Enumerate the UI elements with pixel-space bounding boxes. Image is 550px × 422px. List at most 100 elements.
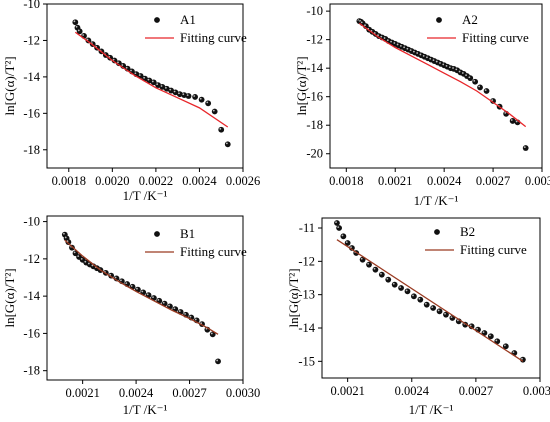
data-point-highlight bbox=[136, 287, 138, 290]
data-point-highlight bbox=[194, 318, 197, 321]
legend-label-data: A2 bbox=[462, 12, 478, 27]
x-tick-label: 0.0027 bbox=[459, 384, 493, 398]
x-tick-label: 0.0020 bbox=[95, 174, 129, 188]
x-tick-label: 0.0021 bbox=[378, 174, 412, 188]
data-point-highlight bbox=[432, 59, 435, 62]
panel-a2: 0.0018 0.0021 0.0024 0.0027 0.0030 -20 -18 -16 -… bbox=[294, 3, 550, 208]
data-point-highlight bbox=[412, 294, 414, 297]
x-tick-label: 0.0024 bbox=[427, 174, 462, 188]
data-point-highlight bbox=[392, 282, 395, 285]
panel-b1: 0.0021 0.0024 0.0027 0.0030 -18 -16 -14 -12 -10 1… bbox=[2, 215, 260, 417]
data-point-highlight bbox=[75, 25, 78, 28]
data-point-highlight bbox=[178, 310, 181, 312]
data-point bbox=[205, 100, 212, 107]
x-tick-label: 0.0027 bbox=[476, 174, 510, 188]
data-point-highlight bbox=[151, 80, 154, 83]
plot-frame bbox=[321, 217, 541, 379]
data-point bbox=[522, 145, 529, 151]
data-point bbox=[404, 288, 411, 295]
y-tick-label: -18 bbox=[23, 143, 40, 157]
y-tick-label: -15 bbox=[298, 354, 315, 368]
data-point-highlight bbox=[426, 56, 428, 59]
data-point-highlight bbox=[515, 120, 518, 123]
plot-frame bbox=[329, 3, 543, 169]
data-point-highlight bbox=[138, 74, 141, 76]
legend: A2 Fitting curve bbox=[427, 12, 529, 45]
data-point-highlight bbox=[73, 251, 76, 254]
data-point-highlight bbox=[456, 319, 459, 322]
y-tick-label: -18 bbox=[306, 118, 323, 132]
y-tick-label: -11 bbox=[299, 221, 315, 235]
data-point bbox=[192, 94, 198, 100]
data-point-highlight bbox=[182, 93, 185, 96]
data-point-highlight bbox=[112, 58, 115, 61]
data-point-highlight bbox=[435, 60, 438, 63]
y-axis-label: ln[G(α)/T²] bbox=[286, 268, 301, 327]
data-point-highlight bbox=[146, 293, 149, 296]
data-point-highlight bbox=[386, 277, 389, 280]
data-point-highlight bbox=[80, 258, 83, 260]
data-point bbox=[211, 108, 218, 115]
y-tick-label: -14 bbox=[23, 289, 40, 303]
data-point bbox=[411, 293, 417, 300]
data-point-highlight bbox=[469, 324, 472, 327]
y-axis-label: ln[G(α)/T²] bbox=[294, 56, 309, 115]
data-point bbox=[423, 301, 430, 308]
data-point-highlight bbox=[164, 86, 167, 89]
data-point-highlight bbox=[419, 53, 422, 56]
legend-marker bbox=[154, 231, 160, 237]
legend-label-fit: Fitting curve bbox=[462, 30, 529, 45]
data-point bbox=[215, 358, 221, 365]
data-point-highlight bbox=[429, 57, 432, 60]
data-point-highlight bbox=[120, 279, 122, 282]
y-tick-label: -14 bbox=[298, 321, 315, 335]
data-point bbox=[198, 96, 205, 103]
data-point-highlight bbox=[77, 255, 80, 257]
x-tick-label: 0.0030 bbox=[525, 174, 550, 188]
data-point-highlight bbox=[452, 67, 454, 69]
x-tick-label: 0.0030 bbox=[523, 384, 550, 398]
y-tick-label: -16 bbox=[23, 106, 40, 120]
data-point bbox=[72, 19, 79, 26]
y-tick-label: -14 bbox=[23, 70, 40, 84]
data-point-highlight bbox=[399, 44, 402, 47]
data-point-highlight bbox=[437, 309, 440, 312]
data-point-highlight bbox=[84, 260, 87, 263]
y-tick-label: -18 bbox=[23, 364, 40, 378]
data-point-highlight bbox=[442, 63, 445, 66]
legend: A1 Fitting curve bbox=[145, 12, 247, 45]
data-point-highlight bbox=[114, 276, 117, 279]
data-point bbox=[477, 84, 483, 91]
data-point-highlight bbox=[396, 43, 399, 46]
data-point-highlight bbox=[143, 76, 146, 79]
y-tick-label: -12 bbox=[23, 252, 40, 266]
x-tick-label: 0.0021 bbox=[65, 386, 99, 400]
data-point-highlight bbox=[364, 24, 366, 27]
data-point-highlight bbox=[205, 327, 208, 330]
y-tick-label: -12 bbox=[298, 254, 315, 268]
data-point-highlight bbox=[117, 61, 119, 64]
data-point bbox=[509, 118, 516, 124]
legend-label-fit: Fitting curve bbox=[180, 30, 247, 45]
data-point-highlight bbox=[510, 119, 513, 121]
data-point bbox=[472, 78, 479, 85]
x-tick-label: 0.0030 bbox=[226, 386, 260, 400]
data-point-highlight bbox=[521, 357, 523, 360]
data-point-highlight bbox=[173, 90, 176, 93]
data-point-highlight bbox=[383, 37, 386, 39]
data-point-highlight bbox=[141, 290, 144, 293]
data-point-highlight bbox=[422, 54, 425, 57]
y-axis-label: ln[G(α)/T²] bbox=[2, 56, 17, 115]
data-point-highlight bbox=[169, 88, 172, 91]
data-point-highlight bbox=[478, 85, 481, 88]
data-point-highlight bbox=[380, 35, 383, 38]
data-point-highlight bbox=[403, 46, 406, 49]
data-point-highlight bbox=[121, 64, 124, 66]
x-tick-label: 0.0022 bbox=[139, 174, 173, 188]
data-point-highlight bbox=[424, 302, 427, 305]
legend: B1 Fitting curve bbox=[145, 226, 247, 259]
data-point-highlight bbox=[130, 285, 133, 287]
y-tick-label: -13 bbox=[298, 288, 315, 302]
data-point bbox=[334, 220, 340, 226]
